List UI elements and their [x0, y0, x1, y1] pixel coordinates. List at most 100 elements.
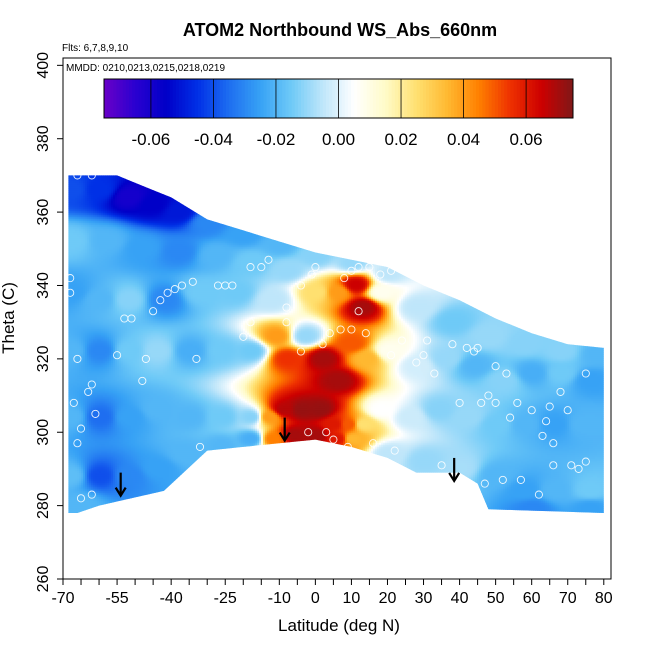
heatmap-cell: [109, 172, 111, 174]
heatmap-cell: [77, 168, 79, 170]
heatmap-cell: [65, 252, 67, 254]
heatmap-cell: [107, 508, 109, 510]
heatmap-cell: [109, 506, 111, 508]
heatmap-cell: [65, 280, 67, 282]
heatmap-cell: [65, 302, 67, 304]
heatmap-cell: [81, 170, 83, 172]
heatmap-cell: [85, 170, 87, 172]
heatmap-cell: [103, 514, 105, 516]
heatmap-cell: [65, 216, 67, 218]
heatmap-cell: [93, 514, 95, 516]
heatmap-cell: [71, 172, 73, 174]
heatmap-cell: [65, 482, 67, 484]
heatmap-cell: [91, 168, 93, 170]
heatmap-cell: [65, 260, 67, 262]
heatmap-cell: [65, 166, 67, 168]
heatmap-cell: [65, 224, 67, 226]
heatmap-cell: [71, 518, 73, 520]
heatmap-cell: [65, 328, 67, 330]
heatmap-cell: [65, 438, 67, 440]
heatmap-cell: [65, 346, 67, 348]
heatmap-cell: [71, 514, 73, 516]
heatmap-cell: [99, 510, 101, 512]
heatmap-cell: [65, 214, 67, 216]
heatmap-cell: [99, 170, 101, 172]
heatmap-cell: [65, 334, 67, 336]
heatmap-cell: [65, 416, 67, 418]
heatmap-cell: [81, 514, 83, 516]
heatmap-cell: [65, 400, 67, 402]
heatmap-cell: [73, 518, 75, 520]
heatmap-cell: [65, 194, 67, 196]
heatmap-cell: [75, 168, 77, 170]
heatmap-cell: [87, 512, 89, 514]
heatmap-cell: [87, 514, 89, 516]
heatmap-cell: [65, 336, 67, 338]
heatmap-cell: [65, 406, 67, 408]
heatmap-cell: [65, 370, 67, 372]
heatmap-cell: [65, 350, 67, 352]
heatmap-cell: [65, 232, 67, 234]
heatmap-cell: [67, 170, 69, 172]
heatmap-cell: [65, 296, 67, 298]
heatmap-cell: [105, 508, 107, 510]
heatmap-cell: [65, 330, 67, 332]
heatmap-cell: [97, 506, 99, 508]
heatmap-cell: [83, 170, 85, 172]
heatmap-cell: [65, 418, 67, 420]
heatmap-cell: [65, 208, 67, 210]
heatmap-cell: [65, 300, 67, 302]
heatmap-cell: [65, 474, 67, 476]
heatmap-cell: [107, 166, 109, 168]
heatmap-cell: [65, 234, 67, 236]
heatmap-cell: [91, 172, 93, 174]
heatmap-cell: [67, 172, 69, 174]
heatmap-cell: [65, 396, 67, 398]
heatmap-cell: [65, 246, 67, 248]
heatmap-cell: [97, 516, 99, 518]
heatmap-cell: [109, 170, 111, 172]
heatmap-cell: [99, 168, 101, 170]
heatmap-cell: [69, 166, 71, 168]
heatmap-cell: [65, 332, 67, 334]
heatmap-cell: [65, 442, 67, 444]
heatmap-cell: [73, 166, 75, 168]
heatmap-cell: [99, 508, 101, 510]
heatmap-cell: [65, 430, 67, 432]
heatmap-cell: [107, 514, 109, 516]
heatmap-cell: [65, 238, 67, 240]
heatmap-cell: [65, 326, 67, 328]
heatmap-cell: [65, 434, 67, 436]
heatmap-cell: [65, 190, 67, 192]
heatmap-cell: [67, 516, 69, 518]
heatmap-cell: [65, 468, 67, 470]
heatmap-cell: [65, 426, 67, 428]
heatmap-cell: [111, 510, 113, 512]
heatmap-cell: [65, 360, 67, 362]
heatmap-cell: [65, 202, 67, 204]
heatmap-cell: [85, 518, 87, 520]
heatmap-cell: [95, 168, 97, 170]
heatmap-cell: [65, 174, 67, 176]
heatmap-cell: [85, 510, 87, 512]
heatmap-cell: [65, 390, 67, 392]
heatmap-cell: [103, 168, 105, 170]
heatmap-cell: [103, 510, 105, 512]
heatmap-cell: [65, 516, 67, 518]
heatmap-cell: [65, 428, 67, 430]
heatmap-cell: [65, 448, 67, 450]
heatmap-cell: [65, 178, 67, 180]
heatmap-cell: [65, 354, 67, 356]
heatmap-cell: [109, 516, 111, 518]
heatmap-cell: [65, 486, 67, 488]
heatmap-cell: [65, 514, 67, 516]
heatmap-cell: [91, 514, 93, 516]
heatmap-cell: [111, 514, 113, 516]
heatmap-cell: [87, 518, 89, 520]
heatmap-cell: [65, 384, 67, 386]
heatmap-cell: [65, 352, 67, 354]
heatmap-cell: [97, 508, 99, 510]
heatmap-cell: [65, 518, 67, 520]
heatmap-cell: [79, 516, 81, 518]
